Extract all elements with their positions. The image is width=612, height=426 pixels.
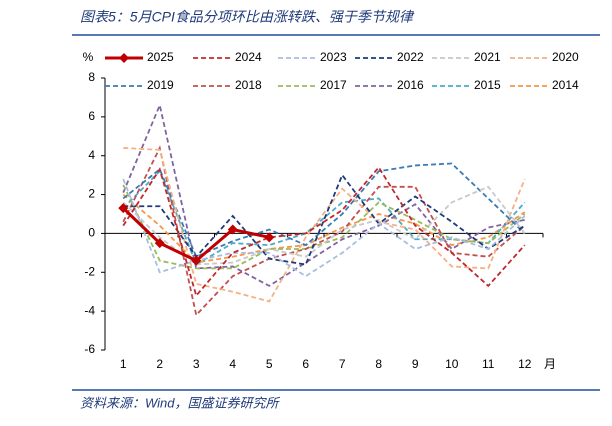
y-tick-label: 6 [88, 109, 95, 123]
legend-label: 2018 [235, 78, 262, 92]
x-tick-label: 4 [229, 357, 236, 371]
point [191, 255, 202, 266]
legend-label: 2014 [552, 78, 579, 92]
legend-label: 2022 [397, 50, 424, 64]
point [154, 238, 165, 249]
y-tick-label: 8 [88, 70, 95, 84]
y-axis-label: % [83, 50, 94, 64]
y-tick-label: 2 [88, 187, 95, 201]
x-tick-label: 9 [412, 357, 419, 371]
legend-label: 2017 [320, 78, 347, 92]
series-line [122, 145, 526, 317]
x-tick-label: 5 [266, 357, 273, 371]
point [227, 224, 238, 235]
x-tick-label: 7 [339, 357, 346, 371]
x-tick-label: 2 [156, 357, 163, 371]
y-tick-label: -6 [84, 342, 95, 356]
x-tick-label: 6 [302, 357, 309, 371]
legend-label: 2021 [474, 50, 501, 64]
y-tick-label: -2 [84, 264, 95, 278]
source: 资料来源：Wind，国盛证券研究所 [80, 395, 281, 410]
series-line [122, 185, 526, 266]
y-tick-label: -4 [84, 303, 95, 317]
legend-marker [119, 53, 129, 63]
legend-label: 2016 [397, 78, 424, 92]
legend-label: 2019 [147, 78, 174, 92]
x-tick-label: 1 [120, 357, 127, 371]
legend-label: 2023 [320, 50, 347, 64]
x-tick-label: 10 [445, 357, 459, 371]
series-line [122, 162, 526, 258]
x-tick-label: 3 [193, 357, 200, 371]
legend-label: 2025 [147, 50, 174, 64]
legend-label: 2015 [474, 78, 501, 92]
x-axis-label: 月 [544, 357, 556, 371]
x-tick-label: 8 [375, 357, 382, 371]
series-line [122, 178, 526, 278]
series-line [123, 173, 526, 266]
x-tick-label: 12 [518, 357, 532, 371]
y-tick-label: 4 [88, 148, 95, 162]
series-line [122, 165, 526, 298]
x-tick-label: 11 [482, 357, 495, 371]
legend-label: 2020 [552, 50, 579, 64]
y-tick-label: 0 [88, 226, 95, 240]
legend-label: 2024 [235, 50, 262, 64]
point [118, 203, 129, 214]
point [264, 232, 275, 243]
series-line [123, 147, 526, 303]
chart-title: 图表5：5月CPI食品分项环比由涨转跌、强于季节规律 [80, 9, 415, 25]
